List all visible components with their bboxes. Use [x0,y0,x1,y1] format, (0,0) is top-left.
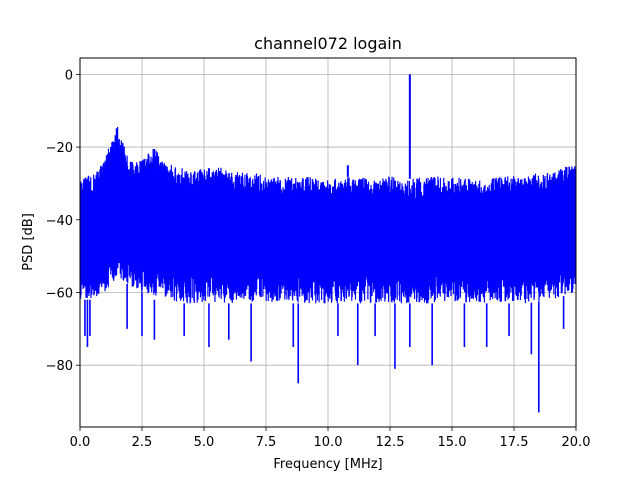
x-tick-label: 20.0 [562,435,591,450]
y-tick-label: 0 [65,68,73,83]
x-tick-label: 2.5 [132,435,153,450]
x-tick-label: 15.0 [438,435,467,450]
x-tick-label: 17.5 [500,435,529,450]
x-tick-label: 10.0 [314,435,343,450]
y-tick-label: −80 [46,359,73,374]
y-axis-label: PSD [dB] [21,213,36,271]
series-psd [80,74,576,413]
x-tick-label: 5.0 [194,435,215,450]
y-tick-label: −20 [46,141,73,156]
psd-trace [80,127,576,304]
x-tick-label: 0.0 [70,435,91,450]
x-tick-label: 7.5 [256,435,277,450]
y-tick-label: −40 [46,214,73,229]
chart-title: channel072 logain [254,34,402,53]
x-tick-label: 12.5 [376,435,405,450]
ticks: 0.0 2.5 5.0 7.5 10.0 12.5 15.0 17.5 20.0 0 −20 −40 −… [46,68,591,450]
plot-area [80,74,576,413]
x-axis-label: Frequency [MHz] [273,457,382,472]
y-tick-label: −60 [46,286,73,301]
